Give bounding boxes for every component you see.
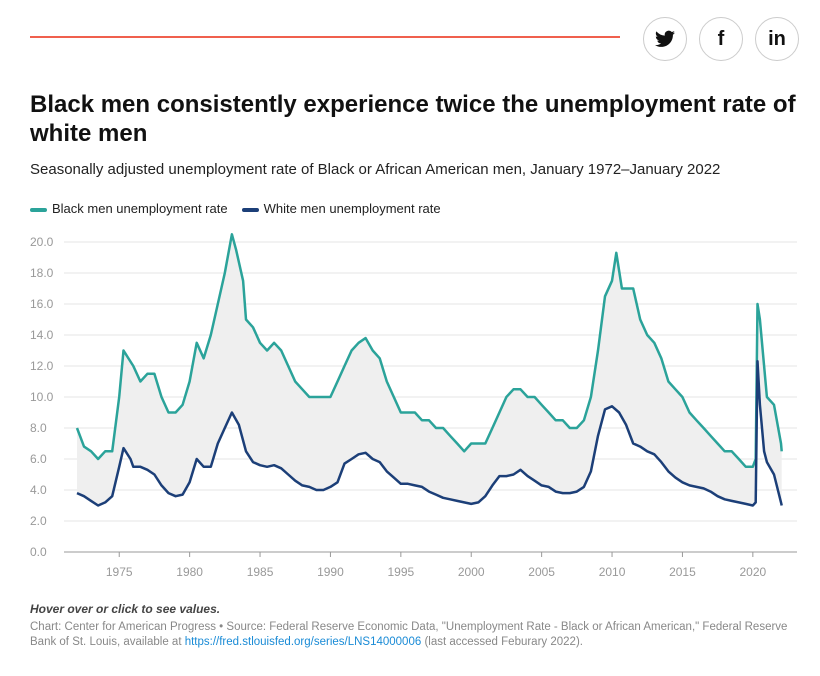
y-tick-label: 16.0 <box>30 297 54 311</box>
x-tick-label: 1995 <box>387 565 414 579</box>
y-tick-label: 8.0 <box>30 421 47 435</box>
y-tick-label: 12.0 <box>30 359 54 373</box>
chart-subtitle: Seasonally adjusted unemployment rate of… <box>30 161 721 178</box>
y-tick-label: 20.0 <box>30 235 54 249</box>
legend-label: White men unemployment rate <box>263 201 441 216</box>
legend-swatch <box>30 207 47 212</box>
divider-rule <box>30 36 620 38</box>
twitter-icon <box>655 30 675 47</box>
legend-item-white[interactable]: White men unemployment rate <box>241 201 441 216</box>
chart-title: Black men consistently experience twice … <box>30 91 796 147</box>
x-tick-label: 1975 <box>106 565 133 579</box>
linkedin-share-button[interactable]: in <box>755 17 799 61</box>
source-note: Chart: Center for American Progress • So… <box>30 620 790 650</box>
x-tick-label: 2015 <box>669 565 696 579</box>
line-chart[interactable]: 0.0 2.0 4.0 6.0 8.0 10.0 12.0 14.0 16.0 18.0 20.0 1… <box>0 225 820 595</box>
source-text: Chart: Center for American Progress • So… <box>30 621 788 648</box>
linkedin-icon: in <box>768 27 786 50</box>
y-tick-label: 2.0 <box>30 514 47 528</box>
y-tick-label: 4.0 <box>30 483 47 497</box>
legend-item-black[interactable]: Black men unemployment rate <box>30 201 228 216</box>
x-tick-label: 1985 <box>247 565 274 579</box>
y-tick-label: 10.0 <box>30 390 54 404</box>
y-tick-label: 6.0 <box>30 452 47 466</box>
series-line-black-men <box>75 233 783 469</box>
x-tick-label: 1980 <box>176 565 203 579</box>
gap-area <box>77 234 782 506</box>
legend-swatch <box>241 207 259 212</box>
y-tick-label: 14.0 <box>30 328 54 342</box>
x-tick-label: 2005 <box>528 565 555 579</box>
legend: Black men unemployment rate White men un… <box>30 201 441 216</box>
source-suffix: (last accessed Feburary 2022). <box>421 636 583 648</box>
facebook-share-button[interactable]: f <box>699 17 743 61</box>
source-link[interactable]: https://fred.stlouisfed.org/series/LNS14… <box>184 636 422 648</box>
y-tick-label: 18.0 <box>30 266 54 280</box>
x-tick-label: 2020 <box>739 565 766 579</box>
twitter-share-button[interactable] <box>643 17 687 61</box>
x-tick-label: 2000 <box>458 565 485 579</box>
legend-label: Black men unemployment rate <box>52 201 228 216</box>
facebook-icon: f <box>717 27 725 50</box>
y-tick-label: 0.0 <box>30 545 47 559</box>
x-tick-label: 1990 <box>317 565 344 579</box>
series-line-white-men <box>76 360 783 507</box>
x-tick-label: 2010 <box>599 565 626 579</box>
hover-note: Hover over or click to see values. <box>30 602 221 616</box>
